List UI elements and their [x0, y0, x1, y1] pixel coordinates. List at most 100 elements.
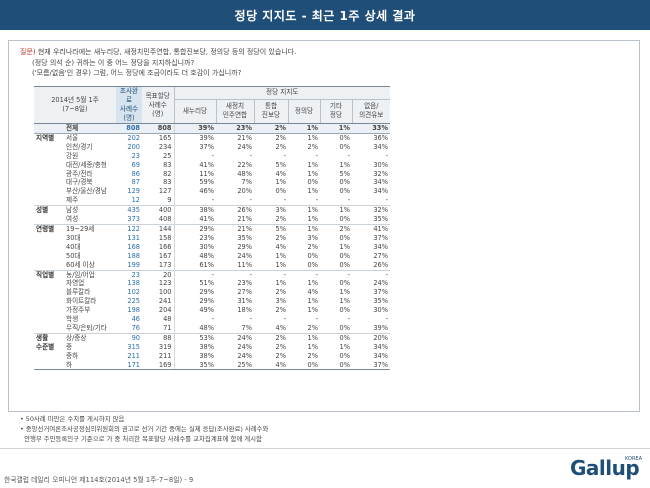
target-count-header: 목표할당 사례수 (명): [142, 86, 174, 124]
support-count-cell: 86: [131, 169, 140, 178]
value-cell: -: [288, 269, 320, 280]
target-count-cell: 25: [163, 151, 172, 160]
value-cell: 11%: [237, 260, 252, 269]
footnote-1: • 50사례 미만은 수치를 게시하지 않음: [20, 415, 125, 423]
value-cell: 3%: [307, 233, 318, 242]
row-label: 서울: [66, 133, 79, 142]
row-label: 여성: [66, 215, 79, 224]
table-row: 중하 211 211 38% 24% 2% 2% 0% 34%: [34, 351, 390, 361]
support-count-cell: 373: [127, 215, 140, 224]
value-cell: 35%: [373, 297, 388, 306]
support-count-cell: 131: [127, 233, 140, 242]
value-cell: -: [216, 269, 254, 280]
value-cell: 5%: [339, 169, 350, 178]
value-cell: 0%: [339, 187, 350, 196]
row-group-label: [34, 196, 64, 205]
value-cell: 5%: [254, 223, 288, 234]
row-group-label: [34, 215, 64, 224]
target-count-cell: 127: [158, 187, 172, 196]
value-cell: -: [173, 151, 216, 161]
value-cell: 34%: [373, 342, 388, 351]
value-cell: 49%: [173, 306, 216, 316]
row-group-label: 지역별: [36, 133, 55, 142]
row-label: 강원: [66, 151, 79, 160]
target-count-cell: 173: [158, 260, 172, 269]
page-title: 정당 지지도 - 최근 1주 상세 결과: [234, 9, 416, 23]
row-label: 대전/세종/충청: [66, 160, 107, 169]
support-count-cell: 76: [131, 323, 140, 332]
table-row: 전체 808 808 39% 23% 2% 1% 1% 33%: [34, 123, 390, 134]
value-cell: 0%: [307, 251, 318, 260]
row-label: 블루칼라: [66, 288, 91, 297]
target-count-cell: 9: [167, 196, 172, 205]
value-cell: 21%: [237, 215, 252, 224]
value-cell: 1%: [275, 251, 286, 260]
value-cell: 0%: [339, 251, 350, 260]
row-group-label: [34, 306, 64, 315]
value-cell: 1%: [288, 332, 320, 343]
value-cell: 37%: [173, 142, 216, 152]
row-group-label: [34, 243, 64, 252]
value-cell: 39%: [173, 133, 216, 143]
row-group-label: 직업별: [34, 269, 64, 280]
value-cell: 1%: [307, 279, 318, 288]
support-count-cell: 211: [127, 351, 140, 360]
row-label: 학생: [66, 315, 79, 324]
target-count-cell: 165: [158, 133, 172, 142]
row-label: 하: [64, 360, 116, 371]
value-cell: 2%: [275, 306, 286, 315]
value-cell: -: [347, 315, 350, 324]
value-cell: 41%: [173, 215, 216, 225]
support-count-cell: 199: [127, 260, 140, 269]
row-group-label: [34, 297, 64, 306]
row-label: 60세 이상: [66, 260, 95, 269]
row-label: 부산/울산/경남: [66, 187, 107, 196]
value-cell: 36%: [373, 133, 388, 142]
target-count-cell: 211: [158, 351, 172, 360]
support-count-cell: 102: [127, 288, 140, 297]
survey-question: 질문) 현재 우리나라에는 새누리당, 새정치민주연합, 통합진보당, 정의당 …: [20, 47, 630, 79]
target-count-cell: 48: [163, 315, 172, 324]
value-cell: 1%: [275, 178, 286, 187]
content-frame: [8, 40, 640, 412]
target-count-cell: 808: [142, 123, 174, 134]
value-cell: 30%: [373, 160, 388, 169]
value-cell: 0%: [339, 233, 350, 242]
value-cell: 29%: [173, 288, 216, 298]
footer-source: 한국갤럽 데일리 오피니언 제114호(2014년 5월 1주-7~8일) - …: [4, 476, 194, 484]
value-cell: 1%: [307, 306, 318, 315]
table-row: 수준별 중 315 319 38% 24% 2% 1% 1% 34%: [34, 342, 390, 352]
row-group-label: [34, 261, 64, 270]
target-count-cell: 166: [158, 242, 172, 251]
value-cell: 41%: [173, 160, 216, 170]
value-cell: -: [315, 151, 318, 160]
support-count-cell: 202: [127, 133, 140, 142]
value-cell: -: [352, 269, 390, 280]
value-cell: 30%: [373, 306, 388, 315]
value-cell: -: [315, 196, 318, 205]
table-row: 강원 23 25- - - - - -: [34, 151, 390, 161]
value-cell: 34%: [373, 351, 388, 360]
value-cell: 1%: [339, 160, 350, 169]
value-cell: -: [173, 315, 216, 324]
value-cell: 1%: [320, 123, 352, 134]
value-cell: 1%: [339, 342, 350, 351]
value-cell: 24%: [237, 251, 252, 260]
value-cell: 2%: [307, 142, 318, 151]
value-cell: 35%: [373, 215, 388, 224]
support-count-cell: 225: [127, 297, 140, 306]
footnote-2: • 중앙선거여론조사공정심의위원회의 권고로 선거 기간 중에는 실제 응답(조…: [20, 425, 269, 433]
row-group-label: 연령별: [34, 223, 64, 234]
value-cell: 1%: [339, 288, 350, 297]
row-label: 중: [66, 342, 73, 351]
table-body: 전체 808 808 39% 23% 2% 1% 1% 33% 지역별 서울 202 165 39% 21%…: [34, 123, 390, 371]
value-cell: 2%: [275, 133, 286, 142]
row-group-label: [34, 123, 64, 134]
row-group-label: [34, 360, 64, 371]
row-label: 30대: [66, 233, 81, 242]
value-cell: 23%: [173, 233, 216, 243]
value-cell: 38%: [173, 342, 216, 352]
value-cell: 1%: [288, 123, 320, 134]
value-cell: 1%: [307, 215, 318, 224]
row-label: 제주: [66, 196, 79, 205]
